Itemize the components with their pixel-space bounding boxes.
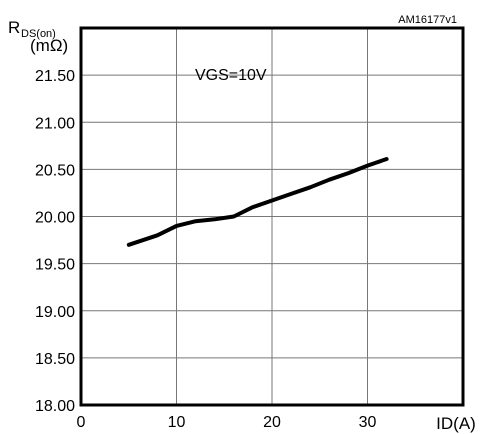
- x-tick-label: 20: [263, 414, 281, 431]
- x-tick-label: 0: [77, 414, 86, 431]
- y-tick-label: 21.00: [35, 115, 75, 132]
- y-axis-unit: (mΩ): [30, 36, 68, 55]
- y-tick-labels: 18.00 18.50 19.00 19.50 20.00 20.50 21.00 21.50: [35, 68, 75, 415]
- x-tick-label: 30: [359, 414, 377, 431]
- y-tick-label: 18.00: [35, 398, 75, 415]
- y-tick-label: 21.50: [35, 68, 75, 85]
- y-tick-label: 19.50: [35, 257, 75, 274]
- figure-id: AM16177v1: [398, 14, 457, 26]
- x-tick-labels: 0 10 20 30: [77, 414, 377, 431]
- y-axis-label-sub: DS(on): [21, 28, 56, 40]
- x-tick-label: 10: [168, 414, 186, 431]
- y-tick-label: 20.00: [35, 210, 75, 227]
- vgs-annotation: VGS=10V: [195, 67, 267, 84]
- x-axis-label: ID(A): [436, 414, 476, 433]
- y-tick-label: 18.50: [35, 351, 75, 368]
- y-tick-label: 19.00: [35, 304, 75, 321]
- grid-lines: [81, 28, 463, 406]
- y-tick-label: 20.50: [35, 162, 75, 179]
- series-line: [126, 157, 389, 247]
- plot-frame: [79, 26, 465, 407]
- y-axis-label-main: R: [8, 18, 20, 37]
